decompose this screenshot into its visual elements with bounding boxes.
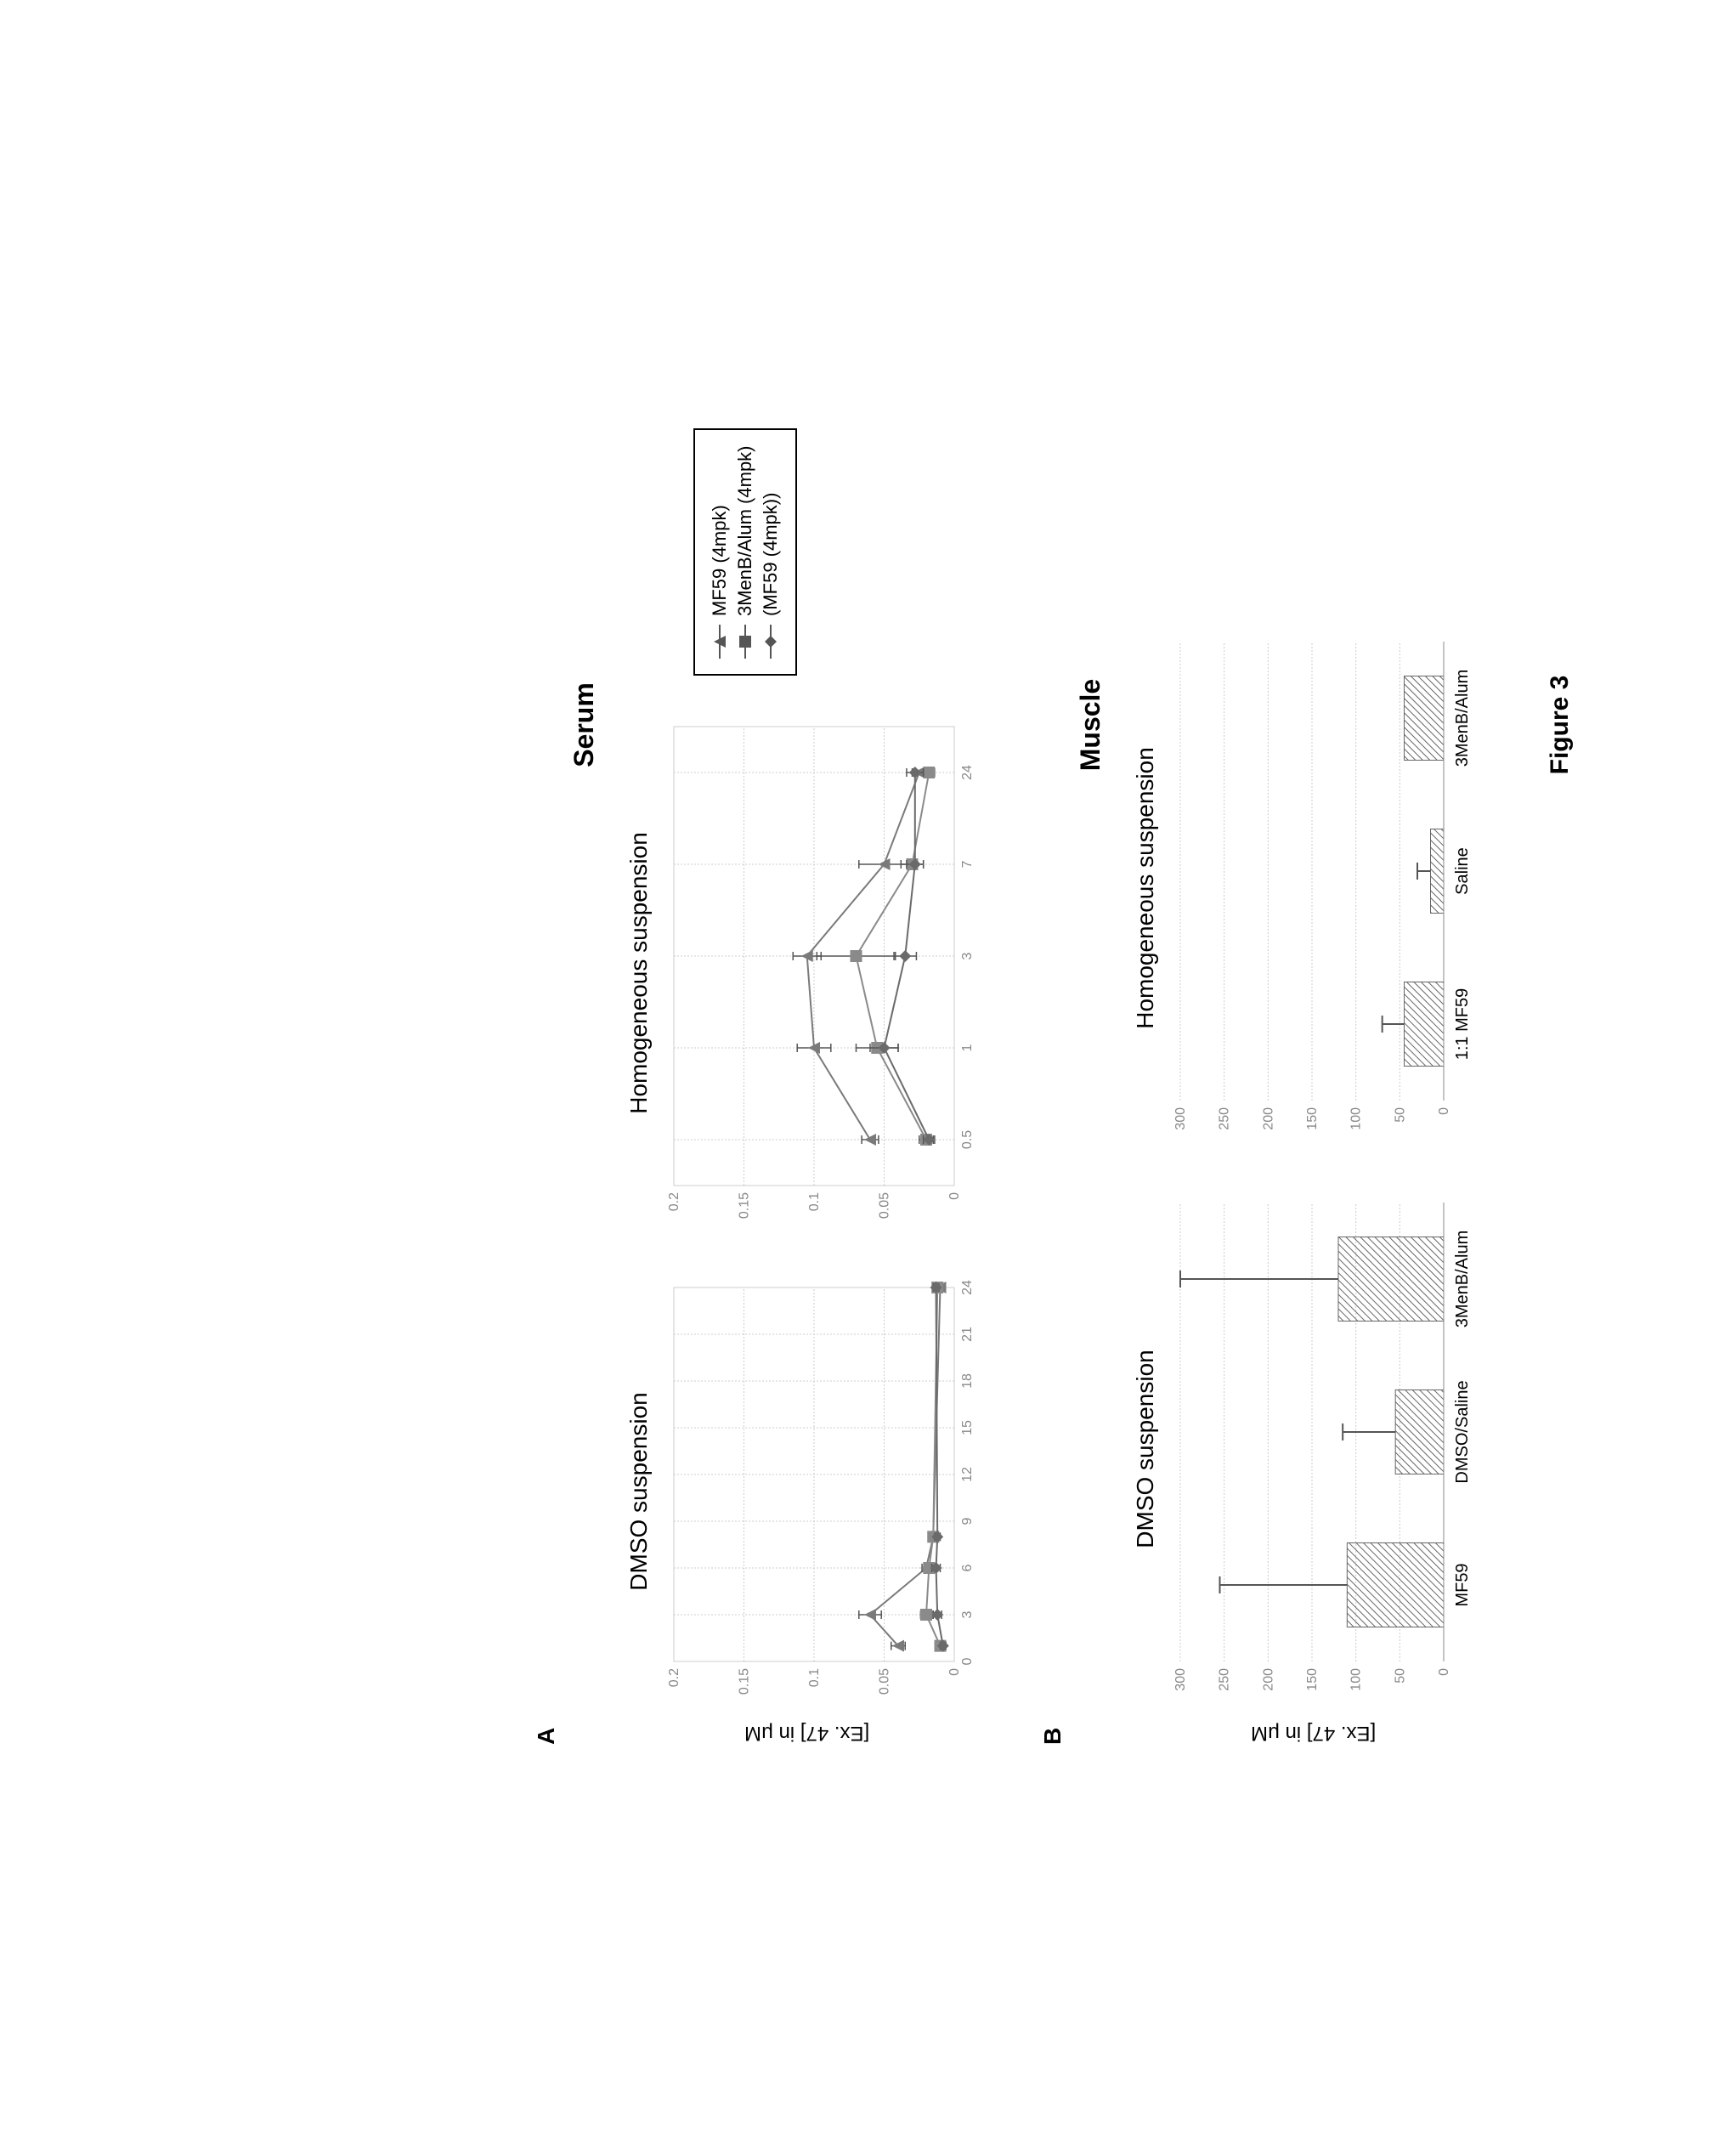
svg-text:3MenB/Alum: 3MenB/Alum xyxy=(1453,670,1472,767)
svg-text:24: 24 xyxy=(960,1280,975,1295)
svg-text:6: 6 xyxy=(960,1564,975,1571)
svg-text:DMSO/Saline: DMSO/Saline xyxy=(1453,1380,1472,1483)
svg-text:18: 18 xyxy=(960,1373,975,1389)
svg-text:0.15: 0.15 xyxy=(738,1668,752,1695)
svg-text:0: 0 xyxy=(947,1668,962,1676)
chart-serum-homogeneous: 0 0.05 0.1 0.15 0.2 0.5 1 3 7 24 xyxy=(665,710,988,1237)
svg-text:100: 100 xyxy=(1349,1668,1364,1691)
svg-text:15: 15 xyxy=(960,1420,975,1435)
svg-text:0: 0 xyxy=(1437,1107,1451,1115)
svg-text:12: 12 xyxy=(960,1467,975,1482)
svg-text:24: 24 xyxy=(960,765,975,780)
legend-box: MF59 (4mpk)3MenB/Alum (4mpk)(MF59 (4mpk)… xyxy=(693,428,797,676)
svg-text:200: 200 xyxy=(1261,1668,1275,1691)
panel-b-right-block: Homogeneous suspension 0 50 100 150 200 250 30… xyxy=(1132,625,1495,1152)
panel-a-left-wrap: [Ex. 47] in μM DMSO suspension 00.050.10… xyxy=(625,1271,988,1745)
panel-b-ylabel: [Ex. 47] in μM xyxy=(1251,1721,1376,1745)
legend-label: MF59 (4mpk) xyxy=(709,505,731,616)
legend-item: (MF59 (4mpk)) xyxy=(760,445,782,659)
svg-text:150: 150 xyxy=(1305,1668,1320,1691)
svg-text:1:1 MF59: 1:1 MF59 xyxy=(1453,988,1472,1060)
legend-item: MF59 (4mpk) xyxy=(709,445,731,659)
svg-text:3MenB/Alum: 3MenB/Alum xyxy=(1453,1231,1472,1328)
svg-text:50: 50 xyxy=(1393,1668,1407,1684)
panel-b-left-block: DMSO suspension 0 50 100 150 200 250 300 MF59 DM… xyxy=(1132,1186,1495,1712)
svg-text:3: 3 xyxy=(960,952,975,959)
panel-b-title: Muscle xyxy=(1075,0,1106,1745)
panel-a: A Serum [Ex. 47] in μM DMSO suspension 0… xyxy=(533,0,988,1745)
svg-text:Saline: Saline xyxy=(1453,847,1472,895)
svg-text:100: 100 xyxy=(1349,1107,1364,1130)
svg-text:0: 0 xyxy=(947,1192,962,1200)
panel-a-left-subtitle: DMSO suspension xyxy=(625,1392,653,1590)
legend-item: 3MenB/Alum (4mpk) xyxy=(734,445,756,659)
panel-a-left-block: DMSO suspension 0 0.05 0.1 0.15 0.2 0 3 6 9 12 15 1… xyxy=(625,1271,988,1712)
svg-text:0.2: 0.2 xyxy=(667,1668,681,1687)
svg-text:0.15: 0.15 xyxy=(738,1192,752,1219)
svg-text:0.05: 0.05 xyxy=(878,1668,892,1695)
svg-text:250: 250 xyxy=(1218,1107,1232,1130)
panel-a-right-block: Homogeneous suspension 0 0.05 0.1 0.15 0.2 0.… xyxy=(625,710,988,1237)
svg-text:1: 1 xyxy=(960,1044,975,1051)
svg-text:0.5: 0.5 xyxy=(960,1130,975,1149)
panel-b-right-subtitle: Homogeneous suspension xyxy=(1132,747,1159,1029)
svg-text:MF59: MF59 xyxy=(1453,1563,1472,1606)
svg-text:7: 7 xyxy=(960,860,975,868)
svg-text:0: 0 xyxy=(1437,1668,1451,1676)
figure-number: Figure 3 xyxy=(1546,0,1575,1745)
panel-b-left-subtitle: DMSO suspension xyxy=(1132,1350,1159,1548)
svg-text:0.2: 0.2 xyxy=(667,1192,681,1211)
svg-text:0.1: 0.1 xyxy=(807,1668,822,1687)
svg-text:200: 200 xyxy=(1261,1107,1275,1130)
panel-b-row: [Ex. 47] in μM DMSO suspension 0 50 100 150… xyxy=(1132,0,1495,1745)
panel-a-right-subtitle: Homogeneous suspension xyxy=(625,832,653,1114)
panel-b-label: B xyxy=(1039,0,1066,1745)
legend-label: (MF59 (4mpk)) xyxy=(760,493,782,616)
panel-a-row: [Ex. 47] in μM DMSO suspension 00.050.10… xyxy=(625,0,988,1745)
svg-text:50: 50 xyxy=(1393,1107,1407,1123)
svg-text:21: 21 xyxy=(960,1327,975,1342)
svg-text:250: 250 xyxy=(1218,1668,1232,1691)
svg-text:150: 150 xyxy=(1305,1107,1320,1130)
svg-text:9: 9 xyxy=(960,1517,975,1525)
svg-text:0: 0 xyxy=(960,1657,975,1665)
panel-a-title: Serum xyxy=(568,0,600,1745)
panel-b: B Muscle [Ex. 47] in μM DMSO suspension … xyxy=(1039,0,1495,1745)
svg-text:3: 3 xyxy=(960,1610,975,1618)
svg-text:0.05: 0.05 xyxy=(878,1192,892,1219)
chart-muscle-dmso: 0 50 100 150 200 250 300 MF59 DMSO/Saline 3MenB/A… xyxy=(1172,1186,1495,1712)
chart-serum-dmso: 0 0.05 0.1 0.15 0.2 0 3 6 9 12 15 18 21 24 xyxy=(665,1271,988,1712)
panel-b-left-wrap: [Ex. 47] in μM DMSO suspension 0 50 100 150… xyxy=(1132,1186,1495,1745)
svg-text:300: 300 xyxy=(1173,1668,1188,1691)
chart-muscle-homogeneous: 0 50 100 150 200 250 300 1:1 MF59 Saline 3MenB/Al… xyxy=(1172,625,1495,1152)
figure-page: A Serum [Ex. 47] in μM DMSO suspension 0… xyxy=(533,0,1575,1745)
svg-text:300: 300 xyxy=(1173,1107,1188,1130)
panel-a-label: A xyxy=(533,0,560,1745)
panel-a-ylabel: [Ex. 47] in μM xyxy=(744,1721,869,1745)
svg-text:0.1: 0.1 xyxy=(807,1192,822,1211)
legend-label: 3MenB/Alum (4mpk) xyxy=(734,445,756,616)
